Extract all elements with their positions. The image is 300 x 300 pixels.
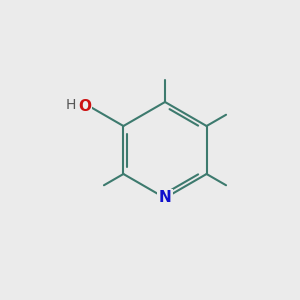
Text: H: H [66,98,76,112]
Text: N: N [159,190,171,206]
Text: O: O [78,99,91,114]
